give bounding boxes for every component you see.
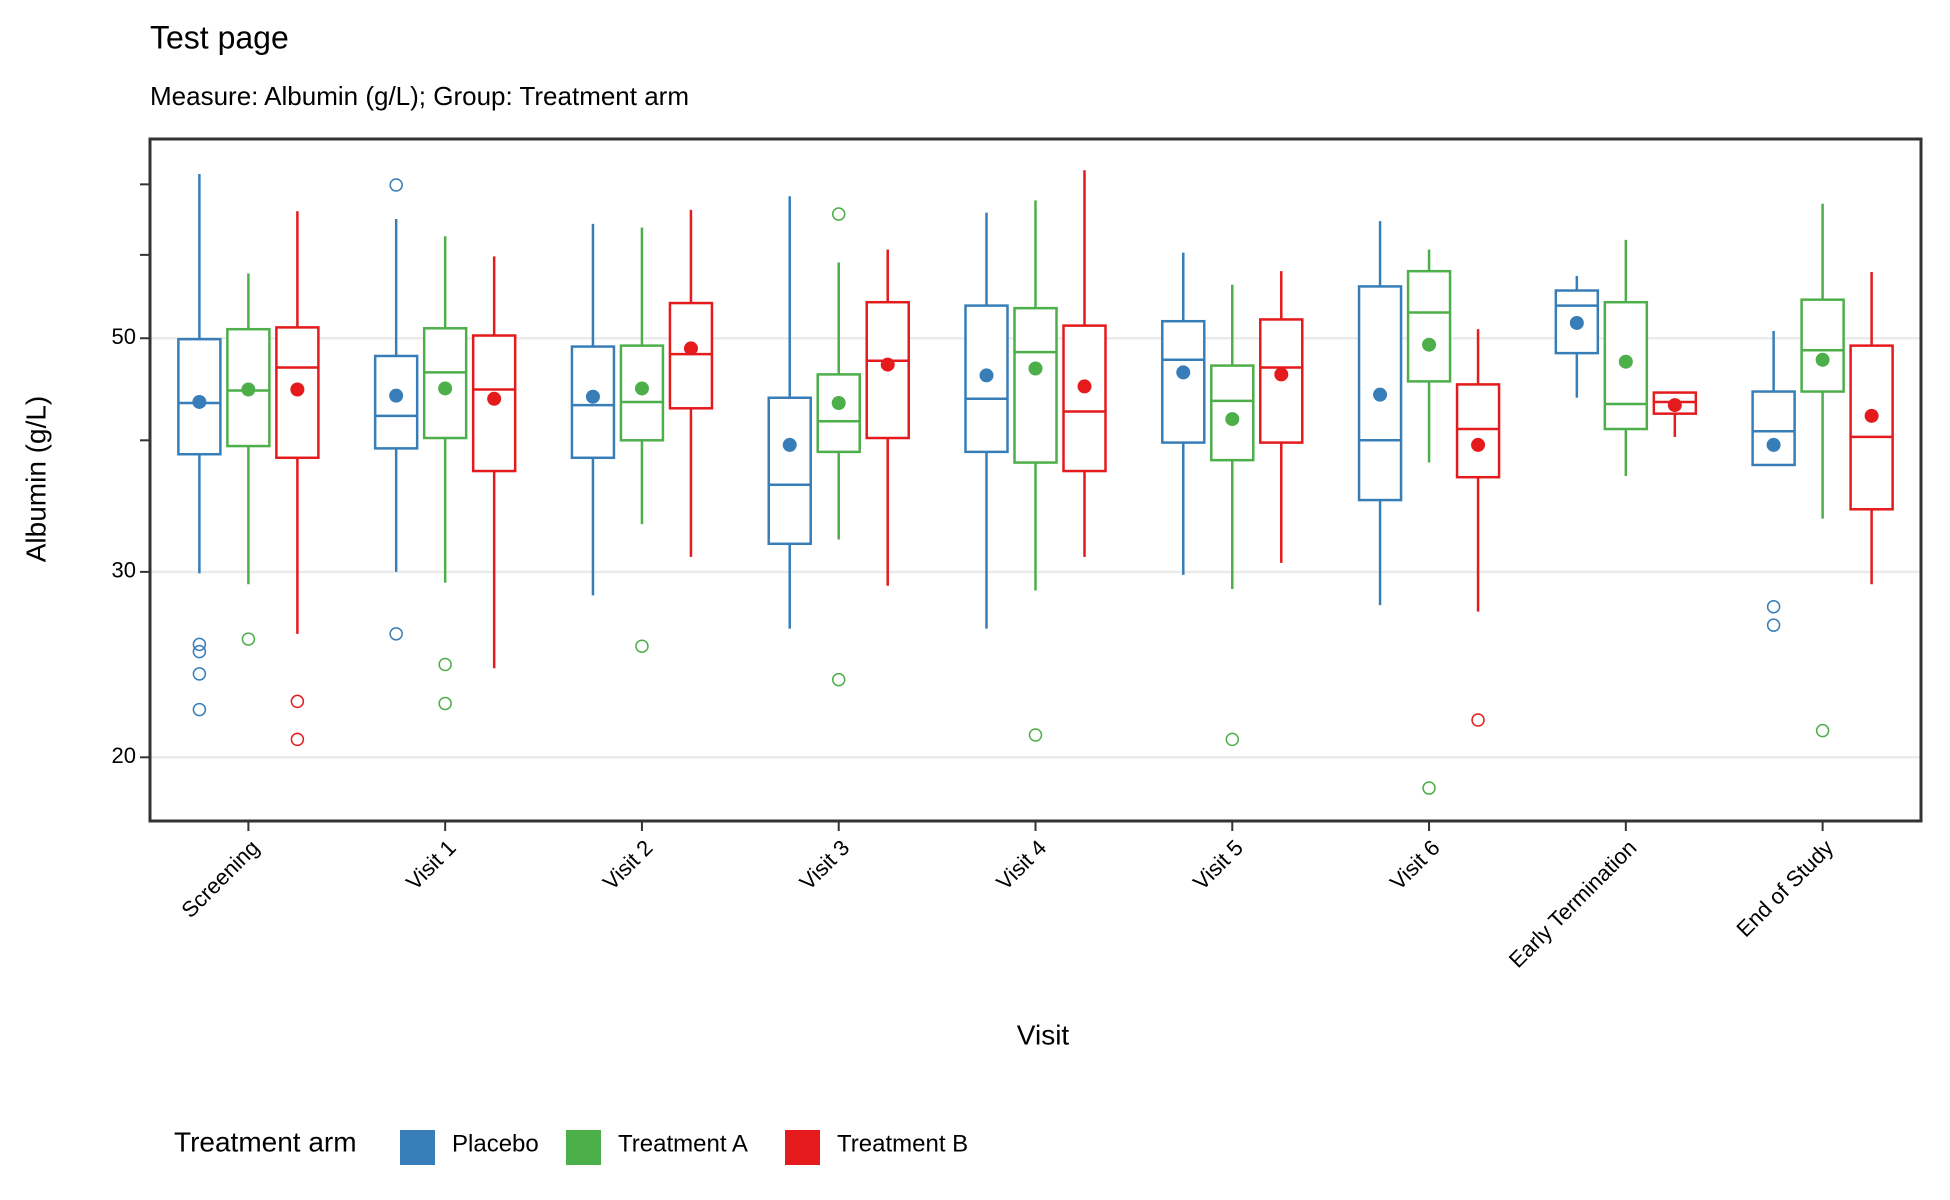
legend-swatch: [785, 1130, 820, 1165]
mean-point: [389, 388, 404, 403]
x-tick-label: Visit 6: [1385, 835, 1445, 895]
box: [1751, 390, 1796, 467]
box: [1455, 383, 1501, 479]
mean-point: [585, 389, 600, 404]
x-tick-label: Visit 2: [598, 835, 658, 895]
mean-point: [782, 437, 797, 452]
x-tick-label: Visit 5: [1188, 835, 1248, 895]
chart-title: Test page: [150, 19, 289, 55]
box: [1800, 298, 1845, 393]
mean-point: [1077, 379, 1092, 394]
box: [1849, 344, 1894, 511]
x-axis-label: Visit: [1017, 1019, 1070, 1050]
outlier: [389, 627, 403, 641]
y-axis-label: Albumin (g/L): [20, 396, 51, 563]
outlier: [1815, 723, 1830, 738]
outlier: [192, 644, 207, 659]
mean-point: [831, 395, 846, 410]
legend-title: Treatment arm: [174, 1126, 357, 1157]
legend-swatch: [566, 1130, 601, 1165]
box: [767, 396, 812, 546]
outlier: [831, 207, 846, 221]
mean-point: [487, 391, 502, 406]
mean-point: [241, 382, 256, 397]
outlier: [192, 667, 207, 681]
legend-label: Treatment B: [837, 1130, 968, 1157]
x-tick-label: Visit 3: [795, 835, 855, 895]
outlier: [635, 639, 649, 653]
mean-point: [634, 381, 649, 396]
outlier: [1028, 728, 1043, 742]
mean-point: [1471, 437, 1486, 452]
mean-point: [683, 341, 698, 356]
outlier: [1471, 713, 1485, 727]
legend-label: Treatment A: [618, 1130, 748, 1157]
y-tick-label: 20: [112, 743, 136, 768]
outlier: [290, 694, 305, 709]
x-tick-label: Visit 1: [401, 835, 461, 895]
mean-point: [1225, 412, 1240, 427]
outlier: [241, 632, 256, 646]
outlier: [1766, 618, 1781, 632]
mean-point: [880, 357, 895, 372]
y-tick-label: 30: [112, 558, 136, 583]
panel-border: [148, 137, 1923, 823]
mean-point: [979, 368, 994, 383]
box: [1161, 319, 1206, 444]
legend-swatch: [400, 1130, 435, 1165]
mean-point: [290, 382, 305, 397]
outlier: [192, 637, 207, 652]
mean-point: [1618, 354, 1633, 369]
x-tick-label: Screening: [176, 835, 264, 923]
outlier: [438, 696, 452, 711]
mean-point: [1028, 361, 1043, 376]
box: [816, 373, 861, 454]
chart-subtitle: Measure: Albumin (g/L); Group: Treatment…: [150, 81, 689, 111]
mean-point: [1667, 398, 1682, 413]
box: [668, 301, 714, 410]
mean-point: [1815, 352, 1830, 367]
x-tick-label: Early Termination: [1504, 835, 1642, 973]
mean-point: [1274, 367, 1289, 382]
outlier: [389, 178, 403, 192]
box: [1259, 318, 1304, 444]
outlier: [1225, 732, 1240, 747]
mean-point: [438, 381, 453, 396]
outlier: [438, 657, 452, 672]
outlier: [831, 672, 846, 687]
outlier: [1422, 781, 1436, 795]
box: [1062, 324, 1107, 473]
legend-label: Placebo: [452, 1130, 539, 1157]
box: [1013, 306, 1058, 464]
mean-point: [1176, 365, 1191, 380]
mean-point: [1569, 315, 1584, 330]
x-tick-label: End of Study: [1731, 835, 1838, 942]
outlier: [192, 702, 207, 717]
mean-point: [1422, 337, 1437, 352]
mean-point: [1864, 408, 1879, 423]
box: [865, 300, 910, 440]
y-tick-label: 50: [112, 324, 136, 349]
mean-point: [1766, 437, 1781, 452]
mean-point: [192, 394, 207, 409]
outlier: [1766, 599, 1781, 614]
x-tick-label: Visit 4: [991, 835, 1051, 895]
mean-point: [1373, 387, 1388, 402]
box: [1406, 269, 1452, 383]
outlier: [290, 732, 305, 747]
